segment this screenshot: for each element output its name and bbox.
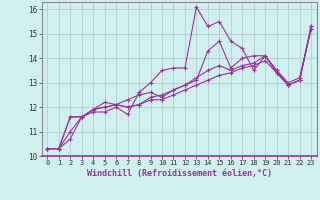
X-axis label: Windchill (Refroidissement éolien,°C): Windchill (Refroidissement éolien,°C) bbox=[87, 169, 272, 178]
